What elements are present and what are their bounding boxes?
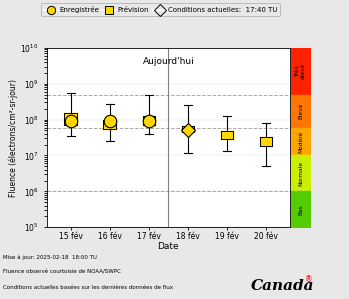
Y-axis label: Fluence (électrons/cm²-sr-jour): Fluence (électrons/cm²-sr-jour) — [8, 79, 18, 196]
Polygon shape — [103, 120, 116, 129]
Polygon shape — [221, 131, 233, 139]
Text: Modéré: Modéré — [298, 130, 303, 153]
Text: Fluence observé courtoisie de NOAA/SWPC: Fluence observé courtoisie de NOAA/SWPC — [3, 270, 121, 274]
Text: ®: ® — [305, 276, 313, 285]
Polygon shape — [64, 113, 77, 125]
Text: Canada: Canada — [251, 279, 315, 293]
Text: Mise à jour: 2025-02-18  18:00 TU: Mise à jour: 2025-02-18 18:00 TU — [3, 254, 97, 260]
Polygon shape — [182, 126, 194, 132]
X-axis label: Date: Date — [158, 242, 179, 251]
Text: Conditions actuelles basées sur les dernières données de flux: Conditions actuelles basées sur les dern… — [3, 285, 173, 289]
Polygon shape — [260, 137, 273, 146]
Text: Bas: Bas — [298, 204, 303, 215]
Text: Normale: Normale — [298, 161, 303, 186]
Text: Aujourd'hui: Aujourd'hui — [142, 57, 194, 66]
Text: Élevé: Élevé — [298, 103, 303, 119]
Polygon shape — [143, 115, 155, 125]
Legend: Enregistrée, Prévision, Conditions actuelles:  17:40 TU: Enregistrée, Prévision, Conditions actue… — [41, 4, 280, 16]
Text: Très
élevé: Très élevé — [295, 63, 306, 79]
